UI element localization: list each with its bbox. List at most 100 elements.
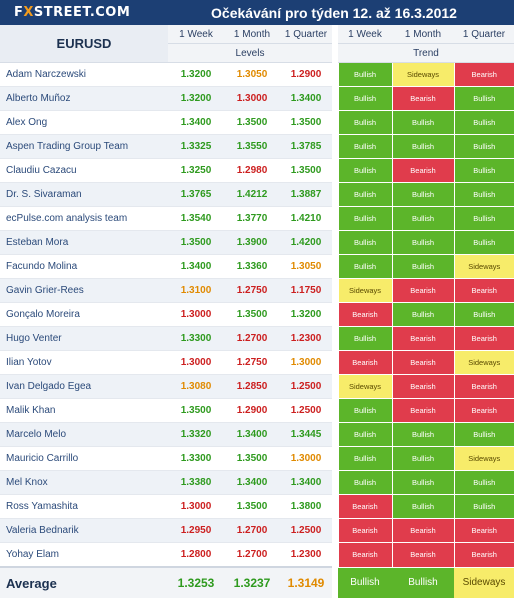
level-1week: 1.3500 [168,230,224,255]
analyst-name[interactable]: Malik Khan [0,398,168,423]
analyst-name[interactable]: Mel Knox [0,470,168,495]
trend-1week-badge: Bullish [337,134,392,159]
analyst-name[interactable]: Dr. S. Sivaraman [0,182,168,207]
analyst-name[interactable]: ecPulse.com analysis team [0,206,168,231]
level-1quarter: 1.3445 [280,422,332,447]
table-row: Alberto Muñoz 1.3200 1.3000 1.3400 Bullish Be… [0,86,514,111]
analyst-name[interactable]: Aspen Trading Group Team [0,134,168,159]
analyst-name[interactable]: Hugo Venter [0,326,168,351]
trend-1week-badge: Bullish [337,230,392,255]
trend-1quarter-badge: Bullish [453,134,514,159]
column-gap [332,518,338,543]
trend-1month-badge: Bearish [391,518,454,543]
average-level-1month: 1.3237 [224,566,280,598]
level-1month: 1.3770 [224,206,280,231]
level-1month: 1.3400 [224,470,280,495]
trend-1quarter-badge: Sideways [453,446,514,471]
level-1quarter: 1.2500 [280,374,332,399]
table-row: Malik Khan 1.3500 1.2900 1.2500 Bullish Beari… [0,398,514,423]
table-row: Marcelo Melo 1.3320 1.3400 1.3445 Bullish Bul… [0,422,514,447]
level-1month: 1.3500 [224,494,280,519]
column-gap [332,230,338,255]
table-row: Alex Ong 1.3400 1.3500 1.3500 Bullish Bullish… [0,110,514,135]
trend-1month-badge: Bullish [391,110,454,135]
trend-1quarter-badge: Bullish [453,470,514,495]
column-gap [332,494,338,519]
analyst-name[interactable]: Marcelo Melo [0,422,168,447]
column-gap [332,278,338,303]
analyst-name[interactable]: Claudiu Cazacu [0,158,168,183]
column-gap [332,302,338,327]
level-1quarter: 1.3400 [280,470,332,495]
trend-1quarter-badge: Bullish [453,422,514,447]
level-1month: 1.2700 [224,518,280,543]
level-1month: 1.4212 [224,182,280,207]
trend-1quarter-badge: Bullish [453,206,514,231]
analyst-name[interactable]: Adam Narczewski [0,62,168,87]
analyst-name[interactable]: Alex Ong [0,110,168,135]
level-1week: 1.3200 [168,86,224,111]
column-gap [332,206,338,231]
level-1quarter: 1.2300 [280,542,332,568]
trend-1week-badge: Bullish [337,470,392,495]
analyst-name[interactable]: Facundo Molina [0,254,168,279]
analyst-name[interactable]: Gonçalo Moreira [0,302,168,327]
level-1quarter: 1.3200 [280,302,332,327]
level-1month: 1.3400 [224,422,280,447]
average-trend-1quarter: Sideways [454,567,514,598]
analyst-name[interactable]: Ilian Yotov [0,350,168,375]
trend-1quarter-badge: Bullish [453,86,514,111]
level-1week: 1.3200 [168,62,224,87]
col-trend-1week: 1 Week [338,25,392,44]
trend-1quarter-badge: Sideways [453,254,514,279]
level-1quarter: 1.2500 [280,518,332,543]
table-row: Aspen Trading Group Team 1.3325 1.3550 1.37… [0,134,514,159]
column-gap [332,350,338,375]
col-levels-1quarter: 1 Quarter [280,25,332,44]
analyst-name[interactable]: Esteban Mora [0,230,168,255]
trend-1month-badge: Bullish [391,302,454,327]
column-gap [332,254,338,279]
level-1week: 1.3400 [168,110,224,135]
trend-1week-badge: Sideways [337,374,392,399]
trend-1week-badge: Bullish [337,422,392,447]
column-gap [332,470,338,495]
table-row: Adam Narczewski 1.3200 1.3050 1.2900 Bullish… [0,62,514,87]
level-1week: 1.3000 [168,350,224,375]
trend-1month-badge: Bearish [391,542,454,568]
analyst-name[interactable]: Yohay Elam [0,542,168,568]
trend-1week-badge: Sideways [337,278,392,303]
analyst-name[interactable]: Valeria Bednarik [0,518,168,543]
trend-1month-badge: Bullish [391,470,454,495]
trend-1quarter-badge: Bullish [453,230,514,255]
col-trend-1quarter: 1 Quarter [454,25,514,44]
analyst-name[interactable]: Ivan Delgado Egea [0,374,168,399]
col-levels-1month: 1 Month [224,25,280,44]
trend-1week-badge: Bearish [337,302,392,327]
level-1quarter: 1.4210 [280,206,332,231]
trend-1week-badge: Bullish [337,182,392,207]
group-trend: Trend [338,43,514,63]
forecast-table: EURUSD 1 Week 1 Month 1 Quarter 1 Week 1… [0,25,514,598]
analyst-name[interactable]: Alberto Muñoz [0,86,168,111]
trend-1quarter-badge: Bullish [453,110,514,135]
table-row: Ilian Yotov 1.3000 1.2750 1.3000 Bearish Bear… [0,350,514,375]
level-1quarter: 1.3500 [280,110,332,135]
analyst-name[interactable]: Mauricio Carrillo [0,446,168,471]
top-bar: FXSTREET.COM Očekávání pro týden 12. až … [0,0,514,25]
trend-1week-badge: Bullish [337,446,392,471]
fxstreet-logo[interactable]: FXSTREET.COM [14,5,131,20]
column-gap [332,446,338,471]
level-1quarter: 1.3785 [280,134,332,159]
analyst-name[interactable]: Gavin Grier-Rees [0,278,168,303]
level-1month: 1.3360 [224,254,280,279]
level-1week: 1.3540 [168,206,224,231]
column-gap [332,374,338,399]
level-1week: 1.3000 [168,302,224,327]
trend-1month-badge: Bullish [391,494,454,519]
level-1week: 1.3325 [168,134,224,159]
analyst-name[interactable]: Ross Yamashita [0,494,168,519]
table-row: Facundo Molina 1.3400 1.3360 1.3050 Bullish B… [0,254,514,279]
trend-1month-badge: Bearish [391,398,454,423]
